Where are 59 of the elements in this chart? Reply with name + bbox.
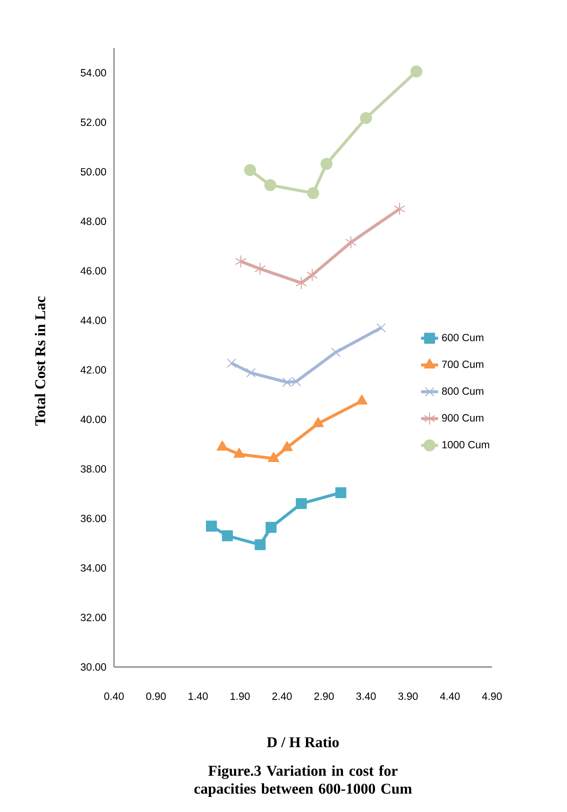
legend-label: 600 Cum (442, 334, 484, 342)
y-tick-label: 48.00 (80, 218, 106, 226)
y-tick-label: 54.00 (80, 69, 106, 76)
x-tick-label: 1.90 (230, 692, 250, 700)
x-tick-label: 0.90 (146, 692, 166, 700)
legend-label: 1000 Cum (442, 440, 490, 448)
point (216, 440, 228, 451)
point (254, 539, 266, 550)
y-tick-label: 32.00 (80, 614, 106, 622)
text: Figure.3 Variation in cost for capacities between 600-1000 Cum (194, 765, 412, 797)
point (320, 158, 332, 170)
y-tick-label: 44.00 (80, 316, 106, 324)
point (296, 276, 307, 290)
point (268, 452, 280, 462)
legend-label: 900 Cum (442, 414, 484, 422)
point (307, 187, 320, 200)
x-tick-label: 3.40 (356, 692, 376, 700)
x-tick-label: 4.40 (440, 692, 460, 700)
point (410, 66, 422, 78)
y-tick-label: 36.00 (80, 514, 106, 522)
point (266, 522, 277, 533)
point (281, 441, 293, 452)
point (306, 268, 318, 282)
point (312, 417, 324, 428)
point (345, 236, 357, 249)
y-axis-title: Total Cost Rs in Lac (34, 296, 46, 426)
legend-label: 800 Cum (442, 387, 484, 395)
point (235, 254, 247, 268)
y-tick-label: 46.00 (80, 267, 106, 275)
x-tick-label: 2.90 (314, 692, 334, 700)
point (226, 358, 236, 368)
point (376, 323, 386, 333)
point (296, 498, 307, 510)
x-tick-label: 1.40 (188, 692, 208, 700)
point (233, 448, 245, 458)
x-tick-label: 3.90 (398, 692, 418, 700)
point (394, 202, 406, 216)
x-axis-title: D / H Ratio (266, 736, 339, 748)
point (356, 394, 368, 405)
point (360, 112, 372, 124)
x-tick-label: 4.90 (482, 692, 502, 700)
point (254, 262, 266, 276)
y-tick-label: 30.00 (80, 663, 106, 671)
point (335, 487, 346, 498)
point (331, 348, 340, 358)
x-tick-label: 0.40 (104, 692, 124, 700)
y-tick-label: 42.00 (80, 366, 106, 374)
y-tick-label: 50.00 (80, 168, 106, 176)
point (244, 164, 256, 176)
point (246, 368, 256, 378)
point (206, 520, 217, 532)
y-tick-label: 34.00 (80, 564, 106, 572)
point (264, 179, 276, 192)
legend-label: 700 Cum (442, 360, 484, 368)
y-tick-label: 52.00 (80, 118, 106, 126)
x-tick-label: 2.40 (272, 692, 292, 700)
y-tick-label: 38.00 (80, 465, 106, 473)
y-tick-label: 40.00 (80, 416, 106, 424)
point (222, 530, 233, 542)
